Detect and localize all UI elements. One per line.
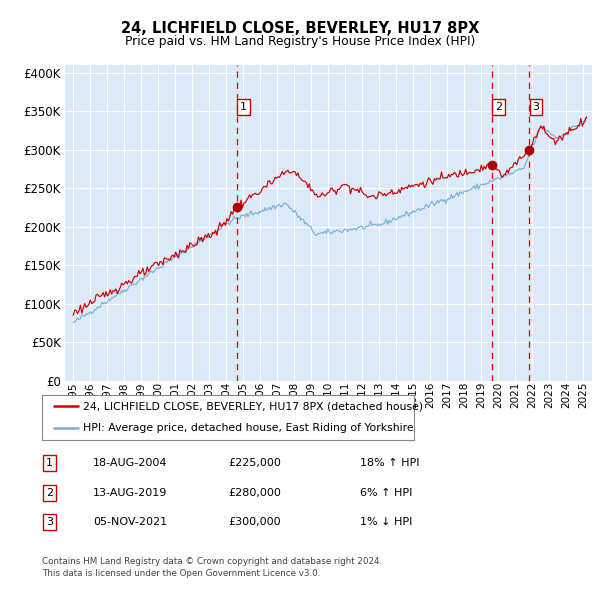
Text: 24, LICHFIELD CLOSE, BEVERLEY, HU17 8PX: 24, LICHFIELD CLOSE, BEVERLEY, HU17 8PX (121, 21, 479, 35)
Text: 3: 3 (46, 517, 53, 527)
Text: 05-NOV-2021: 05-NOV-2021 (93, 517, 167, 527)
Text: 18-AUG-2004: 18-AUG-2004 (93, 458, 167, 468)
Text: £225,000: £225,000 (228, 458, 281, 468)
Text: This data is licensed under the Open Government Licence v3.0.: This data is licensed under the Open Gov… (42, 569, 320, 578)
Text: 18% ↑ HPI: 18% ↑ HPI (360, 458, 419, 468)
Text: 24, LICHFIELD CLOSE, BEVERLEY, HU17 8PX (detached house): 24, LICHFIELD CLOSE, BEVERLEY, HU17 8PX … (83, 401, 423, 411)
Text: 13-AUG-2019: 13-AUG-2019 (93, 488, 167, 497)
Text: £300,000: £300,000 (228, 517, 281, 527)
Text: 6% ↑ HPI: 6% ↑ HPI (360, 488, 412, 497)
Text: 1: 1 (46, 458, 53, 468)
Text: 2: 2 (495, 102, 502, 112)
Text: 1% ↓ HPI: 1% ↓ HPI (360, 517, 412, 527)
Text: 3: 3 (532, 102, 539, 112)
Text: 2: 2 (46, 488, 53, 497)
Text: Price paid vs. HM Land Registry's House Price Index (HPI): Price paid vs. HM Land Registry's House … (125, 35, 475, 48)
Text: £280,000: £280,000 (228, 488, 281, 497)
Text: HPI: Average price, detached house, East Riding of Yorkshire: HPI: Average price, detached house, East… (83, 424, 413, 434)
Text: 1: 1 (240, 102, 247, 112)
Text: Contains HM Land Registry data © Crown copyright and database right 2024.: Contains HM Land Registry data © Crown c… (42, 557, 382, 566)
